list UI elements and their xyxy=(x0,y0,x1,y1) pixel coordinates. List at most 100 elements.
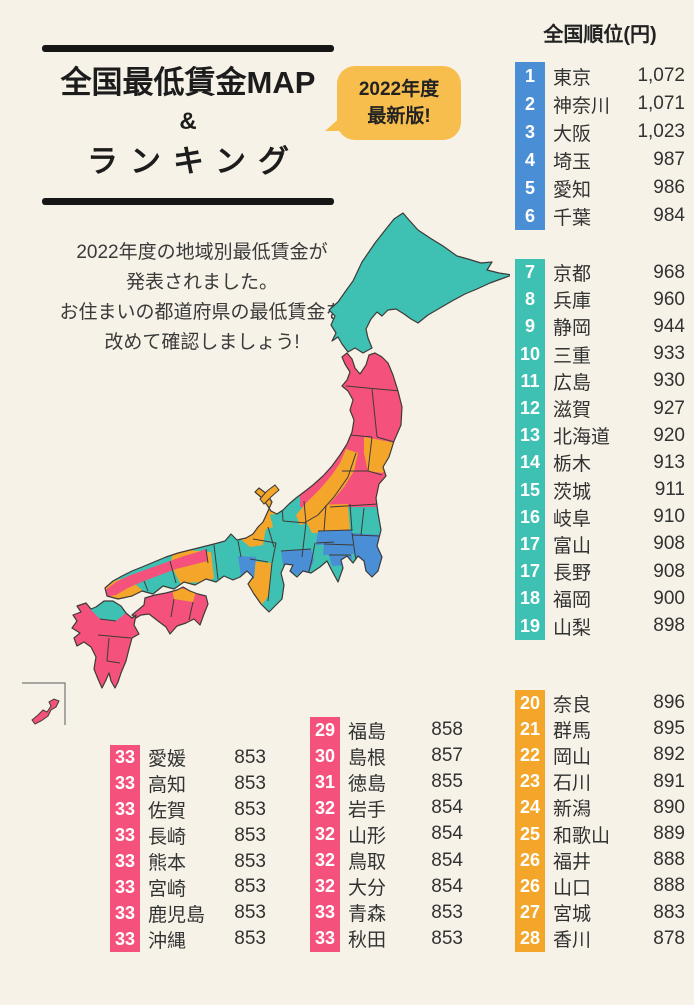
ranking-row: 10 三重 933 xyxy=(515,340,685,368)
prefecture-name: 島根 xyxy=(348,747,387,769)
rank-badge: 7 xyxy=(515,259,545,287)
ranking-row: 6 千葉 984 xyxy=(515,202,685,230)
ranking-row: 33 鹿児島 853 xyxy=(110,900,266,927)
ranking-row: 32 鳥取 854 xyxy=(310,847,463,874)
ranking-row: 19 山梨 898 xyxy=(515,612,685,640)
wage-value: 927 xyxy=(653,397,685,419)
prefecture-name: 宮城 xyxy=(553,904,592,926)
prefecture-name: 広島 xyxy=(553,372,592,394)
rank-badge: 1 xyxy=(515,62,545,90)
prefecture-name: 茨城 xyxy=(553,481,592,503)
wage-value: 854 xyxy=(431,849,463,871)
japan-map xyxy=(20,205,513,750)
ranking-row: 20 奈良 896 xyxy=(515,690,685,717)
ranking-header: 全国順位(円) xyxy=(543,24,657,46)
wage-value: 910 xyxy=(653,506,685,528)
wage-value: 853 xyxy=(234,746,266,768)
prefecture-name: 神奈川 xyxy=(553,95,611,117)
okinawa-inset xyxy=(22,682,66,725)
inset-bracket xyxy=(22,682,66,725)
rank-badge: 25 xyxy=(515,820,545,848)
wage-value: 853 xyxy=(234,850,266,872)
wage-value: 908 xyxy=(653,560,685,582)
rank-badge: 33 xyxy=(110,822,140,849)
wage-value: 960 xyxy=(653,288,685,310)
wage-value: 857 xyxy=(431,745,463,767)
page-title-line3: ランキング xyxy=(86,144,302,179)
wage-value: 911 xyxy=(654,479,685,501)
rank-badge: 32 xyxy=(310,873,340,900)
rank-badge: 2 xyxy=(515,90,545,118)
prefecture-name: 沖縄 xyxy=(148,930,187,952)
kyushu-outline xyxy=(71,600,140,689)
wage-value: 855 xyxy=(431,771,463,793)
prefecture-name: 奈良 xyxy=(553,694,592,716)
wage-value: 889 xyxy=(653,823,685,845)
ranking-row: 32 岩手 854 xyxy=(310,795,463,822)
prefecture-name: 兵庫 xyxy=(553,291,592,313)
prefecture-name: 東京 xyxy=(553,67,592,89)
wage-value: 1,023 xyxy=(637,121,685,142)
rank-badge: 26 xyxy=(515,873,545,900)
title-block: 全国最低賃金MAP & ランキング xyxy=(42,45,334,205)
title-rule-bottom xyxy=(42,198,334,205)
ranking-row: 22 岡山 892 xyxy=(515,742,685,769)
ranking-row: 7 京都 968 xyxy=(515,259,685,287)
ranking-row: 23 石川 891 xyxy=(515,768,685,795)
wage-value: 853 xyxy=(431,927,463,949)
rank-badge: 18 xyxy=(515,585,545,613)
wage-value: 896 xyxy=(653,692,685,714)
wage-value: 908 xyxy=(653,533,685,555)
ranking-row: 33 佐賀 853 xyxy=(110,796,266,823)
prefecture-name: 群馬 xyxy=(553,720,592,742)
rank-badge: 32 xyxy=(310,821,340,848)
prefecture-name: 長野 xyxy=(553,563,592,585)
prefecture-name: 鹿児島 xyxy=(148,904,206,926)
prefecture-name: 和歌山 xyxy=(553,825,611,847)
rank-badge: 12 xyxy=(515,394,545,423)
rank-badge: 30 xyxy=(310,743,340,770)
prefecture-name: 山形 xyxy=(348,825,387,847)
prefecture-name: 愛知 xyxy=(553,179,592,201)
ranking-row: 11 広島 930 xyxy=(515,367,685,395)
rank-badge: 33 xyxy=(110,900,140,927)
ranking-column-33: 33 愛媛 853 33 高知 853 33 佐賀 853 33 長崎 853 xyxy=(110,745,266,953)
intro-line: 2022年度の地域別最低賃金が xyxy=(76,242,328,263)
prefecture-name: 埼玉 xyxy=(553,151,592,173)
wage-value: 1,072 xyxy=(637,65,685,86)
wage-value: 892 xyxy=(653,744,685,766)
wage-value: 984 xyxy=(653,205,685,226)
ranking-row: 24 新潟 890 xyxy=(515,794,685,821)
rank-badge: 17 xyxy=(515,530,545,559)
ranking-row: 14 栃木 913 xyxy=(515,449,685,477)
ranking-row: 33 宮崎 853 xyxy=(110,874,266,901)
intro-line: 発表されました。 xyxy=(125,272,278,293)
wage-value: 891 xyxy=(653,770,685,792)
rank-badge: 32 xyxy=(310,847,340,874)
rank-badge: 14 xyxy=(515,449,545,477)
ranking-row: 17 長野 908 xyxy=(515,558,685,586)
ranking-row: 33 沖縄 853 xyxy=(110,926,266,953)
rank-badge: 19 xyxy=(515,612,545,640)
prefecture-name: 岐阜 xyxy=(553,508,592,530)
rank-badge: 33 xyxy=(310,899,340,926)
prefecture-name: 高知 xyxy=(148,775,187,797)
prefecture-name: 大分 xyxy=(348,878,387,900)
wage-value: 933 xyxy=(653,343,685,365)
rank-badge: 16 xyxy=(515,503,545,531)
rank-badge: 17 xyxy=(515,558,545,586)
ranking-row: 33 高知 853 xyxy=(110,770,266,797)
wage-value: 987 xyxy=(653,149,685,170)
prefecture-name: 京都 xyxy=(553,264,592,286)
wage-value: 853 xyxy=(234,928,266,950)
sado-island xyxy=(259,484,280,505)
wage-value: 968 xyxy=(653,261,685,283)
wage-value: 930 xyxy=(653,370,685,392)
rank-badge: 4 xyxy=(515,146,545,174)
ranking-row: 31 徳島 855 xyxy=(310,769,463,796)
prefecture-name: 宮崎 xyxy=(148,878,187,900)
ranking-row: 3 大阪 1,023 xyxy=(515,118,685,146)
ranking-row: 33 熊本 853 xyxy=(110,848,266,875)
rank-badge: 26 xyxy=(515,847,545,874)
wage-value: 854 xyxy=(431,823,463,845)
